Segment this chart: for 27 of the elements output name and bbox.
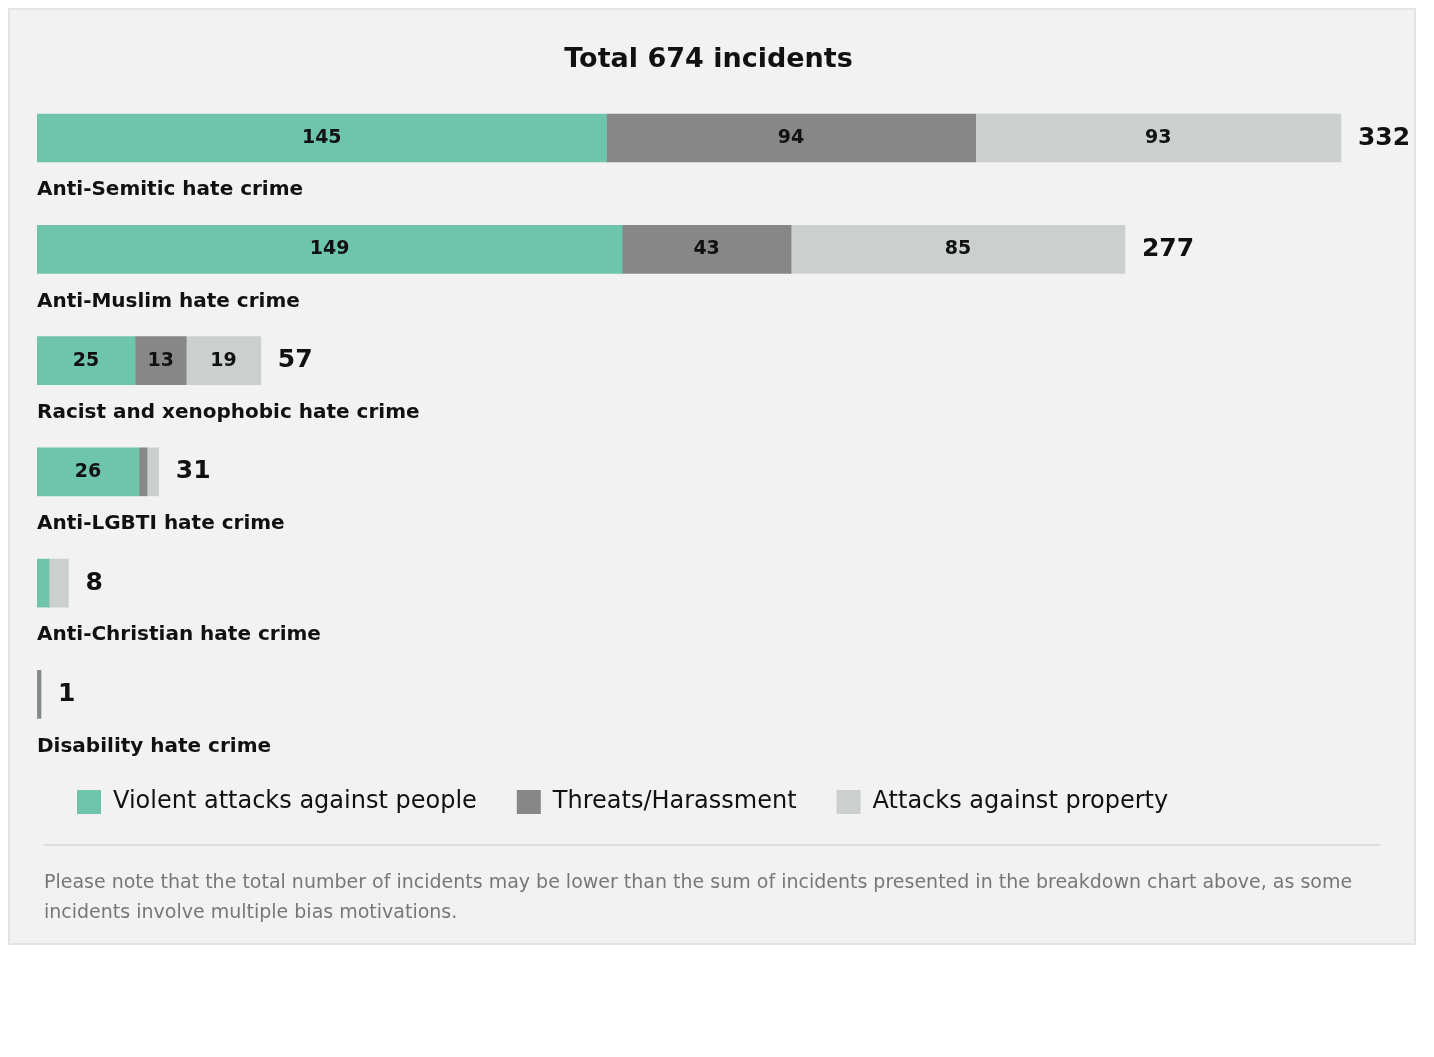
y-tick-label: Anti-LGBTI hate crime <box>37 510 285 535</box>
total-label: 277 <box>1141 232 1195 262</box>
text: Please note that the total number of incidents may be lower than the sum of incidents presented in the breakdown chart above, as some incidents involve multiple bias motivations. <box>44 869 1354 925</box>
chart-title: Total 674 incidents <box>564 42 853 74</box>
y-tick-label: Anti-Semitic hate crime <box>37 176 304 201</box>
data-label: 25 <box>72 347 100 370</box>
data-label: 26 <box>74 458 102 481</box>
legend-label: Attacks against property <box>872 786 1169 815</box>
y-tick-label: Disability hate crime <box>37 732 272 757</box>
total-label: 57 <box>277 344 313 374</box>
total-label: 8 <box>85 566 103 596</box>
data-label: 94 <box>777 124 805 147</box>
data-label: 145 <box>301 124 342 147</box>
data-label: 149 <box>309 236 350 259</box>
total-label: 1 <box>57 677 76 707</box>
legend-label: Threats/Harassment <box>551 786 797 815</box>
y-tick-label: Racist and xenophobic hate crime <box>37 398 420 423</box>
data-label: 93 <box>1145 124 1172 147</box>
total-label: 332 <box>1357 121 1411 151</box>
data-label: 13 <box>147 347 174 370</box>
data-label: 85 <box>944 236 972 259</box>
data-label: 19 <box>210 347 237 370</box>
y-tick-label: Anti-Muslim hate crime <box>37 287 300 312</box>
legend-label: Violent attacks against people <box>113 786 477 815</box>
total-label: 31 <box>175 455 211 485</box>
data-label: 43 <box>693 236 720 259</box>
y-tick-label: Anti-Christian hate crime <box>37 621 321 646</box>
